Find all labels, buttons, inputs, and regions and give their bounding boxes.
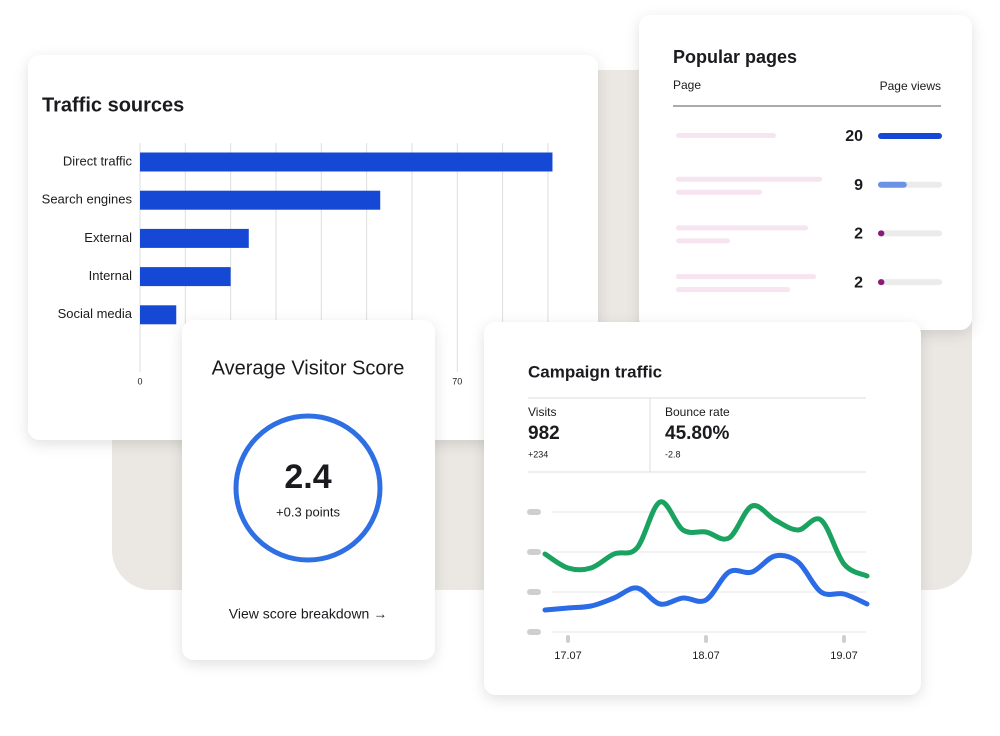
- page-views: 20: [845, 128, 863, 145]
- bar: [140, 228, 249, 248]
- bar: [878, 230, 885, 237]
- y-tick-placeholder: [527, 549, 541, 555]
- y-tick-placeholder: [527, 589, 541, 595]
- bar: [140, 190, 381, 210]
- placeholder-text: [676, 287, 790, 293]
- x-tick-label: 70: [452, 376, 462, 386]
- bar-track: [878, 279, 942, 286]
- popular-card: Popular pages Page Page views 20 9 2 2: [639, 15, 972, 330]
- y-tick-label: Internal: [89, 268, 132, 283]
- stat-label: Bounce rate: [665, 405, 730, 419]
- line-series: [542, 499, 870, 579]
- campaign-card: Campaign traffic Visits 982 +234 Bounce rat…: [484, 322, 921, 695]
- score-change: +0.3 points: [276, 504, 340, 519]
- placeholder-text: [676, 225, 808, 231]
- card: [639, 15, 972, 330]
- stat-value: 982: [528, 423, 560, 444]
- bar: [140, 152, 553, 172]
- stat-change: -2.8: [665, 449, 681, 459]
- score-value: 2.4: [284, 458, 331, 496]
- placeholder-text: [676, 189, 762, 195]
- y-tick-label: Direct traffic: [63, 153, 133, 168]
- bar: [878, 133, 942, 139]
- bar: [140, 267, 231, 287]
- traffic-card: Traffic sources 0 70 Direct traffic Search …: [28, 55, 598, 440]
- score-card: Average Visitor Score 2.4 +0.3 points Vi…: [182, 320, 435, 660]
- column-header: Page views: [880, 79, 941, 93]
- score-link[interactable]: View score breakdown →: [229, 606, 387, 622]
- x-tick-label: 19.07: [830, 650, 858, 662]
- placeholder-text: [676, 274, 816, 280]
- y-tick-label: Search engines: [42, 192, 133, 207]
- card: [28, 55, 598, 440]
- placeholder-text: [676, 176, 822, 182]
- card: [484, 322, 921, 695]
- y-tick-label: Social media: [58, 306, 133, 321]
- stat-change: +234: [528, 449, 548, 459]
- x-tick: [704, 635, 708, 643]
- page-views: 9: [854, 177, 863, 194]
- bar: [140, 305, 177, 325]
- bar: [878, 181, 907, 188]
- bar-track: [878, 230, 942, 237]
- card-title: Campaign traffic: [528, 362, 662, 381]
- x-tick-label: 18.07: [692, 650, 720, 662]
- bar: [878, 279, 885, 286]
- x-tick-label: 0: [137, 376, 142, 386]
- page-views: 2: [854, 226, 863, 243]
- placeholder-text: [676, 133, 776, 138]
- card-title: Traffic sources: [42, 94, 184, 116]
- page-views: 2: [854, 274, 863, 291]
- score-ring: [233, 413, 383, 563]
- y-tick-label: External: [84, 230, 132, 245]
- stat-label: Visits: [528, 405, 556, 419]
- card-title: Popular pages: [673, 47, 797, 67]
- card-title: Average Visitor Score: [212, 357, 405, 379]
- card: [182, 320, 435, 660]
- x-tick: [842, 635, 846, 643]
- x-tick-label: 17.07: [554, 650, 582, 662]
- y-tick-placeholder: [527, 629, 541, 635]
- column-header: Page: [673, 78, 701, 92]
- line-series: [542, 552, 870, 613]
- x-tick: [566, 635, 570, 643]
- placeholder-text: [676, 238, 730, 244]
- stat-value: 45.80%: [665, 423, 730, 444]
- y-tick-placeholder: [527, 509, 541, 515]
